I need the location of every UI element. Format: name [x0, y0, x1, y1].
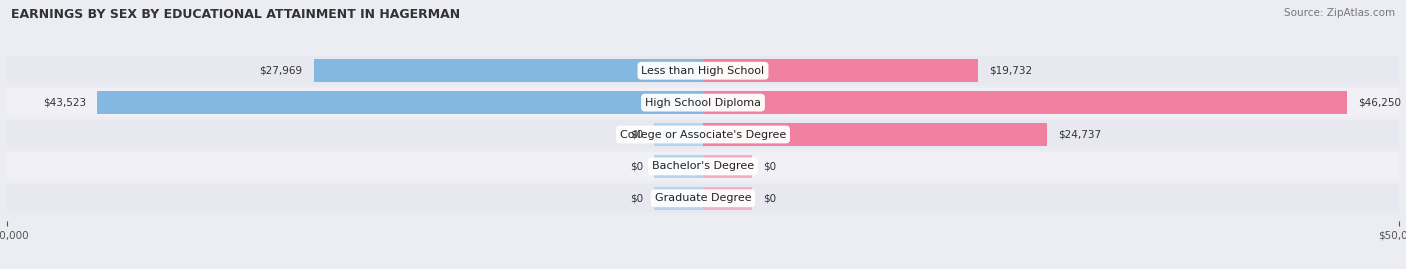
- Bar: [314, 59, 703, 82]
- Text: $19,732: $19,732: [988, 66, 1032, 76]
- Text: High School Diploma: High School Diploma: [645, 98, 761, 108]
- Text: $0: $0: [763, 161, 776, 171]
- Bar: [703, 91, 1347, 114]
- Text: $0: $0: [763, 193, 776, 203]
- Bar: [703, 59, 977, 82]
- Bar: [703, 123, 1047, 146]
- Bar: [703, 187, 752, 210]
- Bar: [7, 88, 1399, 117]
- Bar: [7, 184, 1399, 213]
- Bar: [7, 56, 1399, 85]
- Text: $0: $0: [630, 193, 643, 203]
- Text: $27,969: $27,969: [260, 66, 302, 76]
- Text: EARNINGS BY SEX BY EDUCATIONAL ATTAINMENT IN HAGERMAN: EARNINGS BY SEX BY EDUCATIONAL ATTAINMEN…: [11, 8, 460, 21]
- Bar: [703, 155, 752, 178]
- Bar: [654, 123, 703, 146]
- Text: Less than High School: Less than High School: [641, 66, 765, 76]
- Bar: [7, 120, 1399, 149]
- Text: $46,250: $46,250: [1358, 98, 1400, 108]
- Text: Bachelor's Degree: Bachelor's Degree: [652, 161, 754, 171]
- Text: $0: $0: [630, 161, 643, 171]
- Text: Source: ZipAtlas.com: Source: ZipAtlas.com: [1284, 8, 1395, 18]
- Text: $43,523: $43,523: [44, 98, 86, 108]
- Text: Graduate Degree: Graduate Degree: [655, 193, 751, 203]
- Text: College or Associate's Degree: College or Associate's Degree: [620, 129, 786, 140]
- Bar: [7, 152, 1399, 181]
- Bar: [97, 91, 703, 114]
- Bar: [654, 155, 703, 178]
- Text: $0: $0: [630, 129, 643, 140]
- Bar: [654, 187, 703, 210]
- Text: $24,737: $24,737: [1059, 129, 1101, 140]
